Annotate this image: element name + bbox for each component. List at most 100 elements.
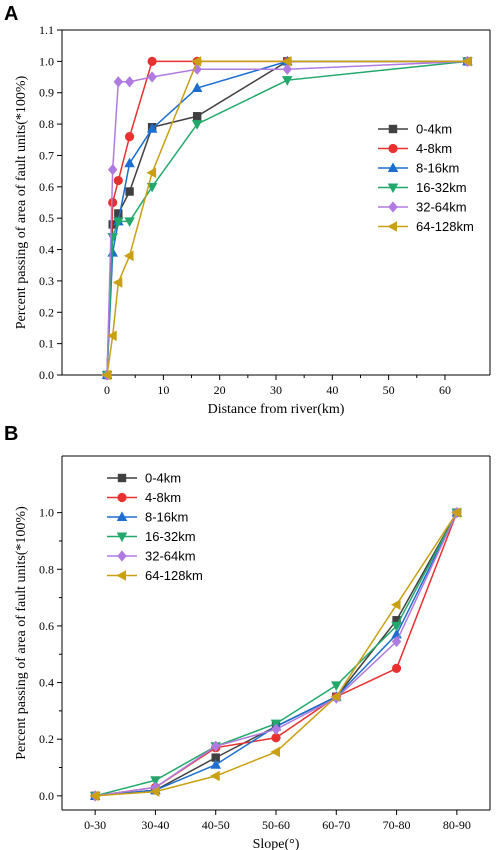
panel-a-legend-item-0-4km-marker <box>388 124 398 134</box>
panel-a-legend-item-32-64km-label: 32-64km <box>416 200 467 215</box>
panel-a-y-tick-label: 0.7 <box>39 148 54 162</box>
panel-a-series-4-8km-point <box>113 175 123 186</box>
panel-a-series-16-32km-point <box>146 182 158 193</box>
panel-b-y-tick-label: 0.0 <box>39 789 54 803</box>
panel-b-y-axis-title: Percent passing of area of fault units(*… <box>14 506 29 760</box>
panel-a-series-0-4km-line <box>106 60 468 376</box>
panel-a-legend-item-64-128km-marker <box>387 221 398 232</box>
panel-a-series-4-8km-line <box>106 60 468 376</box>
panel-a-series-64-128km-point <box>123 250 134 262</box>
panel-a-series-64-128km <box>101 56 472 381</box>
panel-b-x-tick-label: 40-50 <box>202 818 230 832</box>
panel-a-y-tick-label: 0.8 <box>39 117 54 131</box>
panel-a-y-tick-label: 1.1 <box>39 23 54 37</box>
panel-b-series-32-64km-point <box>391 635 402 648</box>
panel-b-legend-item-8-16km-label: 8-16km <box>145 510 188 525</box>
panel-b-series-32-64km <box>90 507 462 802</box>
panel-a-x-tick-label: 50 <box>383 383 395 397</box>
panel-a-series-32-64km-point <box>107 163 118 176</box>
panel-a-series-64-128km-point <box>461 56 472 67</box>
panel-b-series-64-128km <box>89 507 461 802</box>
panel-b-legend-item-64-128km-label: 64-128km <box>145 568 203 583</box>
panel-a-series-8-16km-line <box>106 60 468 376</box>
panel-a-series-32-64km-point <box>124 76 135 88</box>
panel-a-legend-item-8-16km-marker <box>387 162 399 173</box>
panel-a-y-tick-label: 0.0 <box>39 368 54 382</box>
panel-a-series-32-64km-line <box>106 60 468 376</box>
panel-a-series-16-32km-point <box>191 120 203 130</box>
panel-a-series-64-128km-point <box>191 56 202 67</box>
panel-b-legend-item-16-32km-label: 16-32km <box>145 529 196 544</box>
panel-a-legend-item-64-128km-label: 64-128km <box>416 219 474 234</box>
panel-a-series-16-32km-point <box>281 76 293 86</box>
panel-a-series-32-64km-point <box>147 71 157 83</box>
panel-a-x-tick-label: 40 <box>326 383 338 397</box>
panel-b-series-4-8km-point <box>391 663 402 674</box>
panel-b-series-64-128km-point <box>390 599 401 610</box>
panel-a-series-64-128km-line <box>106 60 468 376</box>
panel-a-series-8-16km-point <box>146 123 158 133</box>
panel-a-series-64-128km-point <box>101 369 112 381</box>
panel-b-legend-item-32-64km-label: 32-64km <box>145 549 196 564</box>
panel-a-y-tick-label: 0.1 <box>39 337 54 351</box>
panel-a-legend-item-16-32km-marker <box>387 183 399 194</box>
panel-b-series-64-128km-point <box>330 691 341 702</box>
panel-a-series-4-8km-point <box>124 132 135 142</box>
panel-a-legend-item-4-8km-marker <box>388 143 398 154</box>
panel-b-series-64-128km-point <box>451 507 461 518</box>
panel-a-legend-item-4-8km-label: 4-8km <box>416 141 452 156</box>
panel-a-legend: 0-4km 4-8km 8-16km 16-32km 32-64km 64-128km <box>378 122 474 234</box>
panel-a-x-tick-label: 10 <box>157 383 169 397</box>
panel-b-x-tick-label: 50-60 <box>262 818 290 832</box>
panel-b-y-tick-label: 1.0 <box>39 506 54 520</box>
panel-a-series-8-16km-point <box>124 157 135 168</box>
panel-b-series-64-128km-point <box>210 770 220 782</box>
panel-a-legend-item-0-4km-label: 0-4km <box>416 122 452 137</box>
panel-b-series-16-32km-point <box>391 621 402 632</box>
panel-a-legend-item-8-16km-label: 8-16km <box>416 161 459 176</box>
panel-b-legend: 0-4km 4-8km 8-16km 16-32km 32-64km 64-128km <box>107 471 203 583</box>
panel-a-y-tick-label: 0.6 <box>39 180 54 194</box>
panel-a-series-16-32km-point <box>113 217 124 227</box>
panel-b-series-32-64km-point <box>271 723 281 735</box>
panel-b-legend-item-4-8km-marker <box>117 492 127 503</box>
panel-a-y-tick-label: 0.2 <box>39 305 54 319</box>
panel-a-y-axis-title: Percent passing of area of fault units(*… <box>14 75 29 329</box>
panel-b-legend-item-0-4km-label: 0-4km <box>145 471 181 486</box>
panel-a-x-tick-label: 60 <box>439 383 451 397</box>
panel-b-legend-item-16-32km-marker <box>116 532 128 543</box>
panel-a-series-64-128km-point <box>146 167 157 178</box>
panel-b-series-32-64km-point <box>210 740 221 752</box>
panel-b-legend-item-64-128km-marker <box>116 570 126 581</box>
panel-a-x-tick-label: 30 <box>270 383 282 397</box>
panel-a-legend-item-32-64km-marker <box>388 201 398 213</box>
panel-b-legend-item-8-16km-marker <box>116 511 128 521</box>
panel-b-series-16-32km-point <box>331 681 342 692</box>
panel-b-series-8-16km-point <box>210 759 221 769</box>
panel-b-y-tick-label: 0.8 <box>39 562 54 576</box>
panel-b-series-64-128km-point <box>270 746 281 758</box>
panel-b-x-axis-title: Slope(°) <box>253 837 300 850</box>
panel-b-series-16-32km <box>89 508 463 802</box>
panel-label-b: B <box>4 423 18 445</box>
panel-b-x-tick-label: 60-70 <box>322 818 350 832</box>
panel-a-series-64-128km-point <box>112 277 123 288</box>
panel-a-series-64-128km-point <box>107 330 117 342</box>
panel-b-legend-item-32-64km-marker <box>117 550 127 562</box>
panel-a-series-0-4km-point <box>192 112 202 121</box>
panel-b-series-64-128km-point <box>89 790 100 802</box>
chart-a: 0 10 20 30 40 50 60 0.0 0.1 0.2 0.3 0.4 0.5 0.6 0.7 0.8… <box>14 23 491 417</box>
panel-a-x-tick-label: 20 <box>214 383 226 397</box>
panel-a-y-tick-label: 0.9 <box>39 86 54 100</box>
panel-b-legend-item-0-4km-marker <box>117 473 127 483</box>
panel-a-x-tick-label: 0 <box>104 383 110 397</box>
panel-a-x-axis-title: Distance from river(km) <box>208 402 345 417</box>
panel-b-x-tick-label: 30-40 <box>141 818 169 832</box>
panel-b-series-16-32km-point <box>150 776 161 786</box>
panel-a-series-4-8km-point <box>108 197 118 208</box>
panel-a-series-4-8km-point <box>147 56 157 66</box>
panel-a-legend-item-16-32km-label: 16-32km <box>416 180 467 195</box>
chart-b: 0-30 30-40 40-50 50-60 60-70 70-80 80-90 0.0 0.2… <box>14 455 491 850</box>
panel-b-x-tick-label: 80-90 <box>443 818 471 832</box>
